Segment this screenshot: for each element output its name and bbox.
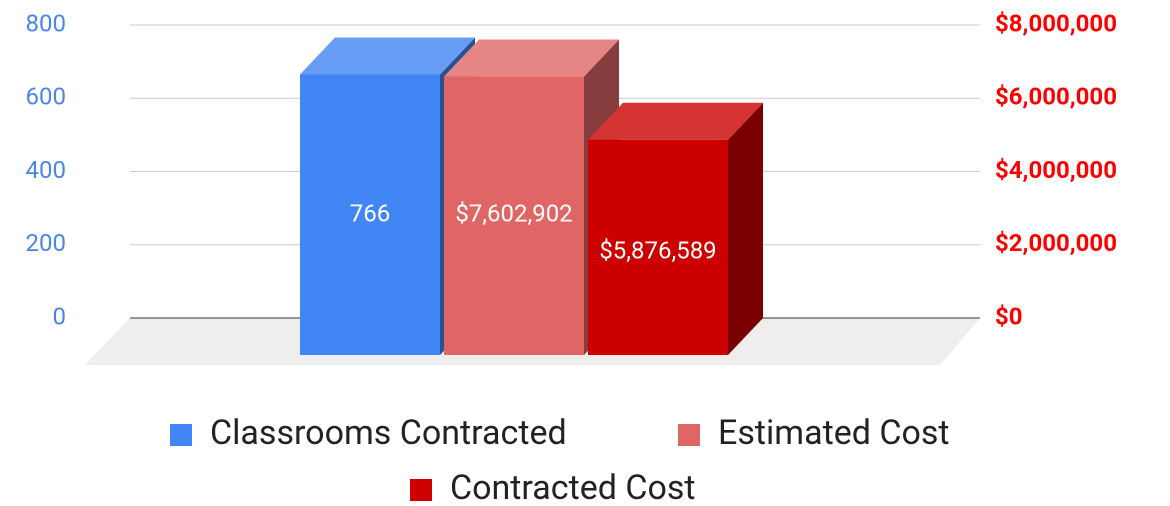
legend-swatch [678, 424, 700, 446]
y2-tick-label: $6,000,000 [995, 83, 1117, 111]
y2-tick-label: $2,000,000 [995, 229, 1117, 257]
bar [300, 74, 440, 355]
y-tick-label: 600 [26, 83, 66, 111]
y2-tick-label: $4,000,000 [995, 156, 1117, 184]
legend-label: Contracted Cost [450, 468, 696, 506]
legend-label: Estimated Cost [718, 413, 950, 453]
bar-top [588, 102, 763, 140]
legend-swatch [410, 479, 432, 501]
bar-top [300, 37, 475, 75]
y-tick-label: 800 [26, 9, 66, 37]
bar-top [444, 39, 619, 77]
y-tick-label: 200 [26, 229, 66, 257]
y-tick-label: 400 [26, 156, 66, 184]
bar [444, 76, 584, 356]
data-label: $5,876,589 [599, 237, 716, 265]
y2-tick-label: $8,000,000 [995, 9, 1117, 37]
y2-tick-label: $0 [995, 302, 1023, 330]
y-tick-label: 0 [53, 302, 67, 330]
legend-label: Classrooms Contracted [210, 413, 567, 453]
legend-swatch [170, 424, 192, 446]
data-label: 766 [350, 199, 390, 227]
bar-side [728, 102, 763, 355]
bar [588, 139, 728, 355]
data-label: $7,602,902 [455, 199, 572, 227]
